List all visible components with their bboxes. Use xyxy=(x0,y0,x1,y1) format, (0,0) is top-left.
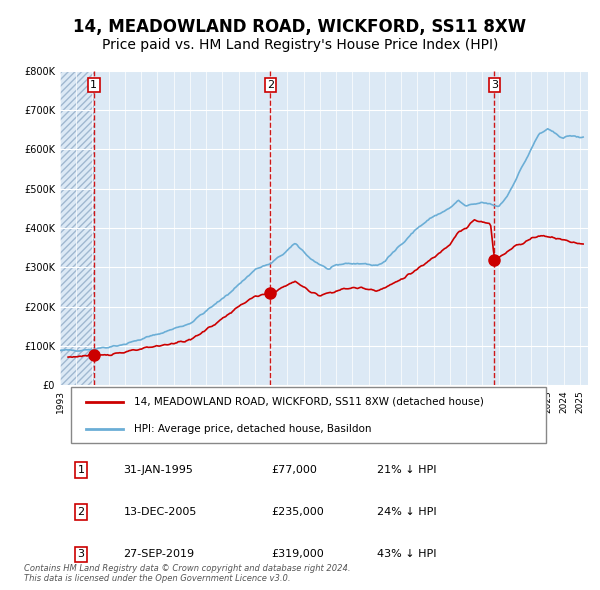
Text: 2: 2 xyxy=(267,80,274,90)
Text: 14, MEADOWLAND ROAD, WICKFORD, SS11 8XW: 14, MEADOWLAND ROAD, WICKFORD, SS11 8XW xyxy=(73,18,527,35)
Text: Price paid vs. HM Land Registry's House Price Index (HPI): Price paid vs. HM Land Registry's House … xyxy=(102,38,498,52)
Text: Contains HM Land Registry data © Crown copyright and database right 2024.
This d: Contains HM Land Registry data © Crown c… xyxy=(24,563,350,583)
Text: HPI: Average price, detached house, Basildon: HPI: Average price, detached house, Basi… xyxy=(134,424,371,434)
FancyBboxPatch shape xyxy=(71,387,546,443)
Text: 21% ↓ HPI: 21% ↓ HPI xyxy=(377,465,436,475)
Text: 1: 1 xyxy=(90,80,97,90)
Text: 31-JAN-1995: 31-JAN-1995 xyxy=(124,465,193,475)
Text: 3: 3 xyxy=(491,80,498,90)
Text: 24% ↓ HPI: 24% ↓ HPI xyxy=(377,507,436,517)
Text: 2: 2 xyxy=(77,507,85,517)
Text: 13-DEC-2005: 13-DEC-2005 xyxy=(124,507,197,517)
Text: 14, MEADOWLAND ROAD, WICKFORD, SS11 8XW (detached house): 14, MEADOWLAND ROAD, WICKFORD, SS11 8XW … xyxy=(134,397,484,407)
Text: £319,000: £319,000 xyxy=(271,549,324,559)
Text: £235,000: £235,000 xyxy=(271,507,324,517)
Text: 3: 3 xyxy=(77,549,85,559)
Text: £77,000: £77,000 xyxy=(271,465,317,475)
Text: 1: 1 xyxy=(77,465,85,475)
Text: 27-SEP-2019: 27-SEP-2019 xyxy=(124,549,194,559)
Text: 43% ↓ HPI: 43% ↓ HPI xyxy=(377,549,436,559)
Polygon shape xyxy=(60,71,94,385)
